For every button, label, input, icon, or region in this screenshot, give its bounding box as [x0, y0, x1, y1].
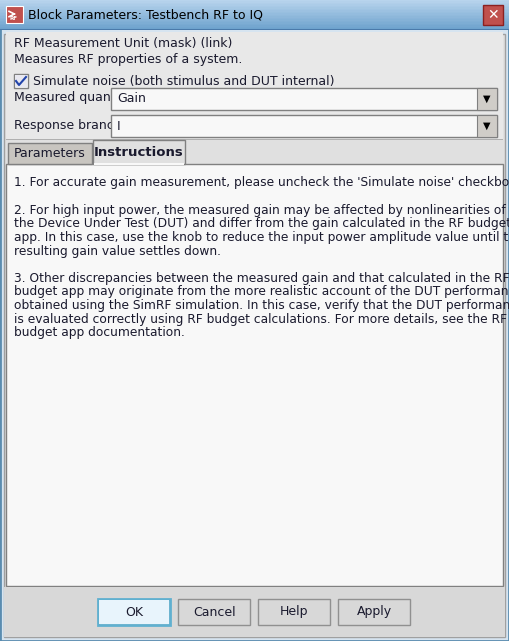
Bar: [0, 6, 509, 8]
Bar: [14, 74, 28, 88]
Text: ▼: ▼: [483, 121, 491, 131]
Bar: [0, 12, 509, 13]
Text: resulting gain value settles down.: resulting gain value settles down.: [14, 244, 221, 258]
Bar: [0, 19, 509, 21]
Bar: [6, 164, 503, 586]
Text: Help: Help: [280, 606, 309, 619]
Bar: [99, 599, 171, 625]
Bar: [483, 5, 503, 25]
Text: Block Parameters: Testbench RF to IQ: Block Parameters: Testbench RF to IQ: [28, 8, 263, 22]
Bar: [259, 599, 330, 625]
Bar: [6, 139, 503, 140]
Text: Measures RF properties of a system.: Measures RF properties of a system.: [14, 53, 242, 67]
Text: 2. For high input power, the measured gain may be affected by nonlinearities of: 2. For high input power, the measured ga…: [14, 204, 506, 217]
Bar: [0, 26, 509, 28]
Text: Cancel: Cancel: [193, 606, 236, 619]
Text: ▼: ▼: [483, 94, 491, 104]
Text: budget app documentation.: budget app documentation.: [14, 326, 185, 339]
Bar: [4, 587, 505, 637]
Bar: [111, 88, 497, 110]
Text: OK: OK: [126, 606, 144, 619]
Bar: [8, 143, 92, 164]
Bar: [15, 75, 27, 87]
Bar: [0, 1, 509, 3]
Bar: [6, 32, 503, 140]
Text: 3. Other discrepancies between the measured gain and that calculated in the RF: 3. Other discrepancies between the measu…: [14, 272, 509, 285]
Bar: [0, 28, 509, 30]
Bar: [99, 600, 169, 624]
Bar: [0, 22, 509, 24]
Bar: [0, 15, 509, 17]
Text: Measured quantity:: Measured quantity:: [14, 92, 135, 104]
Bar: [0, 25, 509, 27]
Text: is evaluated correctly using RF budget calculations. For more details, see the R: is evaluated correctly using RF budget c…: [14, 313, 507, 326]
Bar: [111, 115, 497, 137]
Bar: [0, 8, 509, 10]
Text: 1. For accurate gain measurement, please uncheck the 'Simulate noise' checkbox.: 1. For accurate gain measurement, please…: [14, 176, 509, 189]
Bar: [0, 21, 509, 22]
Text: Parameters: Parameters: [14, 147, 86, 160]
Bar: [0, 29, 509, 30]
Bar: [338, 599, 410, 625]
Bar: [0, 17, 509, 19]
Text: I: I: [117, 119, 121, 133]
Bar: [94, 163, 184, 165]
Text: budget app may originate from the more realistic account of the DUT performance: budget app may originate from the more r…: [14, 285, 509, 299]
Bar: [0, 10, 509, 12]
Bar: [6, 6, 23, 23]
Bar: [477, 115, 497, 137]
Text: RF: RF: [10, 17, 18, 22]
Bar: [0, 0, 509, 1]
Bar: [0, 3, 509, 4]
Bar: [477, 88, 497, 110]
Text: Instructions: Instructions: [94, 146, 184, 158]
Text: obtained using the SimRF simulation. In this case, verify that the DUT performan: obtained using the SimRF simulation. In …: [14, 299, 509, 312]
Text: Gain: Gain: [117, 92, 146, 106]
Bar: [0, 24, 509, 26]
Bar: [0, 16, 509, 18]
Text: Apply: Apply: [357, 606, 392, 619]
Bar: [0, 13, 509, 15]
Bar: [93, 140, 185, 164]
Bar: [0, 7, 509, 9]
Bar: [0, 4, 509, 6]
Text: Response branch:: Response branch:: [14, 119, 126, 131]
Text: RF Measurement Unit (mask) (link): RF Measurement Unit (mask) (link): [14, 38, 233, 51]
Text: app. In this case, use the knob to reduce the input power amplitude value until : app. In this case, use the knob to reduc…: [14, 231, 509, 244]
Text: the Device Under Test (DUT) and differ from the gain calculated in the RF budget: the Device Under Test (DUT) and differ f…: [14, 217, 509, 231]
Text: Simulate noise (both stimulus and DUT internal): Simulate noise (both stimulus and DUT in…: [33, 74, 334, 88]
Text: ✕: ✕: [487, 8, 499, 22]
Bar: [179, 599, 250, 625]
